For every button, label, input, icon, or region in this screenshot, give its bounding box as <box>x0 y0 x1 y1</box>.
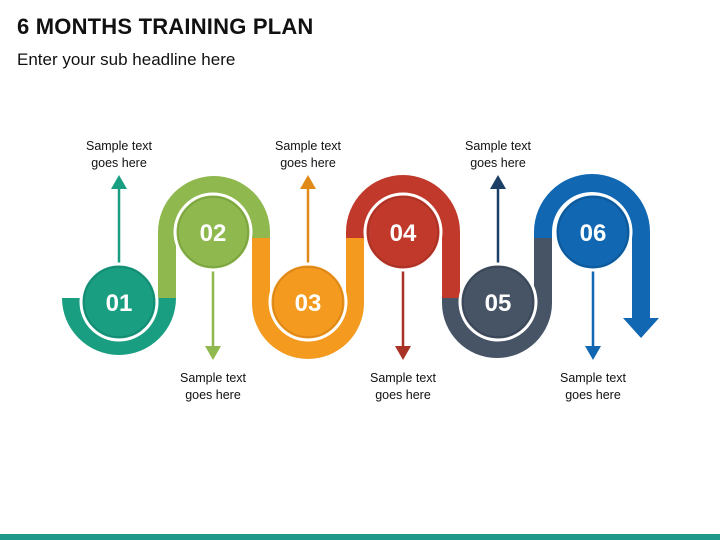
step-label-01-line2: goes here <box>91 156 147 170</box>
step-label-03-line2: goes here <box>280 156 336 170</box>
step-label-01-line1: Sample text <box>86 139 153 153</box>
step-circle-03: 03 <box>268 262 348 342</box>
band-end-arrowhead <box>623 318 659 338</box>
step-number-06: 06 <box>580 220 607 247</box>
step-number-03: 03 <box>295 290 322 317</box>
arrow-01 <box>111 175 127 270</box>
step-label-05-line1: Sample text <box>465 139 532 153</box>
step-circle-05: 05 <box>458 262 538 342</box>
step-label-02-line2: goes here <box>185 388 241 402</box>
step-circle-04: 04 <box>363 192 443 272</box>
step-label-04-line1: Sample text <box>370 371 437 385</box>
step-circle-02: 02 <box>173 192 253 272</box>
step-label-04-line2: goes here <box>375 388 431 402</box>
step-label-02-line1: Sample text <box>180 371 247 385</box>
step-label-06-line2: goes here <box>565 388 621 402</box>
step-label-06-line1: Sample text <box>560 371 627 385</box>
step-label-03: Sample text goes here <box>275 139 342 170</box>
step-label-04: Sample text goes here <box>370 371 437 402</box>
step-number-04: 04 <box>390 220 417 247</box>
step-label-05-line2: goes here <box>470 156 526 170</box>
band-segment-06 <box>534 174 650 318</box>
step-number-05: 05 <box>485 290 512 317</box>
step-label-01: Sample text goes here <box>86 139 153 170</box>
step-number-01: 01 <box>106 290 133 317</box>
step-circle-06: 06 <box>553 192 633 272</box>
step-label-05: Sample text goes here <box>465 139 532 170</box>
arrow-05 <box>490 175 506 270</box>
band-segment-02 <box>158 176 270 298</box>
arrow-03 <box>300 175 316 270</box>
arrow-02 <box>205 260 221 360</box>
step-label-02: Sample text goes here <box>180 371 247 402</box>
arrow-04 <box>395 260 411 360</box>
page-subtitle: Enter your sub headline here <box>17 50 236 69</box>
page-title: 6 MONTHS TRAINING PLAN <box>17 14 314 39</box>
band-segment-04 <box>346 175 460 298</box>
step-number-02: 02 <box>200 220 227 247</box>
footer-accent-bar <box>0 534 720 540</box>
step-circle-01: 01 <box>79 262 159 342</box>
step-label-03-line1: Sample text <box>275 139 342 153</box>
arrow-06 <box>585 260 601 360</box>
step-label-06: Sample text goes here <box>560 371 627 402</box>
